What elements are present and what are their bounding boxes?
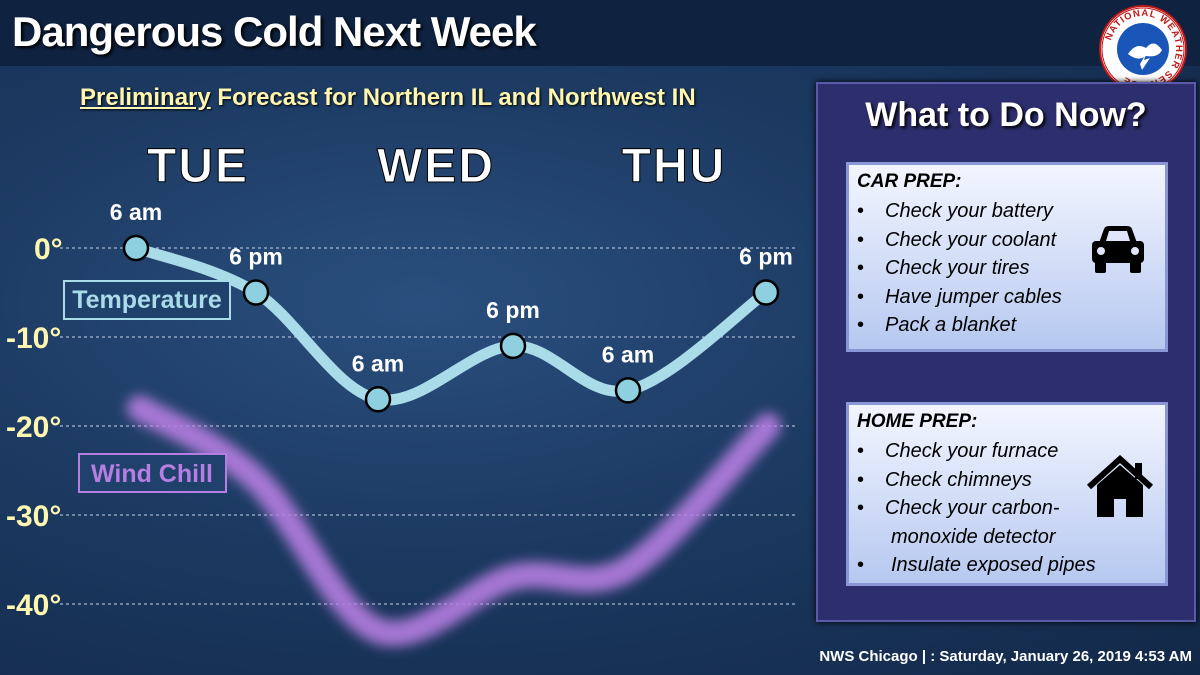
wind-chill-series [127,395,781,647]
home-prep-box: HOME PREP: • Check your furnace • Check ch… [846,402,1168,586]
day-label: WED [377,140,495,193]
time-label: 6 am [110,199,162,225]
time-label: 6 pm [486,297,540,323]
home-prep-list: • Check your furnace • Check chimneys • Che… [857,437,1096,580]
temperature-point [242,279,270,306]
day-label: THU [622,140,727,193]
forecast-chart: 0°-10°-20°-30°-40° TUE WED THU 6 am6 pm6 a… [6,140,796,647]
time-label: 6 am [602,341,654,367]
list-item: • Check your tires [857,257,1030,279]
car-icon [1092,226,1144,273]
y-tick-label: -30° [6,500,61,533]
car-prep-heading: CAR PREP: [857,171,962,192]
temperature-point [499,332,527,360]
temperature-point [614,377,642,404]
list-item: • Check your coolant [857,228,1057,251]
footer-timestamp: NWS Chicago | : Saturday, January 26, 20… [819,648,1192,665]
list-item: • Insulate exposed pipes [857,554,1096,576]
house-icon [1086,455,1154,517]
wind-chill-legend-label: Wind Chill [91,460,213,488]
panel-title: What to Do Now? [865,96,1147,134]
title-bar [0,0,1200,66]
list-item: • Check your carbon- [857,497,1060,519]
list-item: monoxide detector [891,525,1056,548]
time-label: 6 am [352,350,404,376]
day-labels: TUE WED THU [147,140,727,194]
day-label: TUE [147,140,249,193]
temperature-line [130,242,772,406]
subtitle-emphasis: Preliminary [80,84,211,111]
temperature-point [752,279,780,306]
nws-logo-icon: NATIONAL WEATHER SERVICE [1099,5,1187,93]
car-prep-list: • Check your battery • Check your coolant … [857,197,1062,340]
list-item: • Check chimneys [857,468,1032,491]
y-tick-label: -10° [6,322,61,355]
wind-chill-legend-box [78,453,227,493]
subtitle-text: Forecast for Northern IL and Northwest I… [210,84,696,111]
car-prep-box: CAR PREP: • Check your battery • Check you… [846,162,1168,352]
temperature-legend-box [63,280,231,320]
temperature-point [364,386,392,413]
temperature-series: 6 am 6 pm 6 am 6 pm 6 am 6 pm [110,199,793,413]
chart-subtitle: Preliminary Forecast for Northern IL and… [80,84,696,112]
list-item: • Have jumper cables [857,285,1062,308]
y-axis: 0° -10° -20° -30° -40° [6,233,63,622]
home-prep-heading: HOME PREP: [857,411,978,432]
list-item: • Check your furnace [857,440,1059,462]
page-title: Dangerous Cold Next Week [12,8,537,55]
y-tick-label: 0° [34,233,63,266]
wind-chill-line [127,395,781,647]
y-tick-label: -20° [6,411,61,444]
temperature-point [122,234,150,262]
time-label: 6 pm [739,244,793,270]
list-item: • Pack a blanket [857,314,1017,336]
list-item: • Check your battery [857,200,1053,222]
y-tick-label: -40° [6,589,61,622]
temperature-legend-label: Temperature [72,286,222,314]
what-to-do-panel: What to Do Now? CAR PREP: • Check your ba… [816,82,1196,622]
series-labels: Temperature Wind Chill [63,280,231,493]
time-label: 6 pm [229,244,283,270]
